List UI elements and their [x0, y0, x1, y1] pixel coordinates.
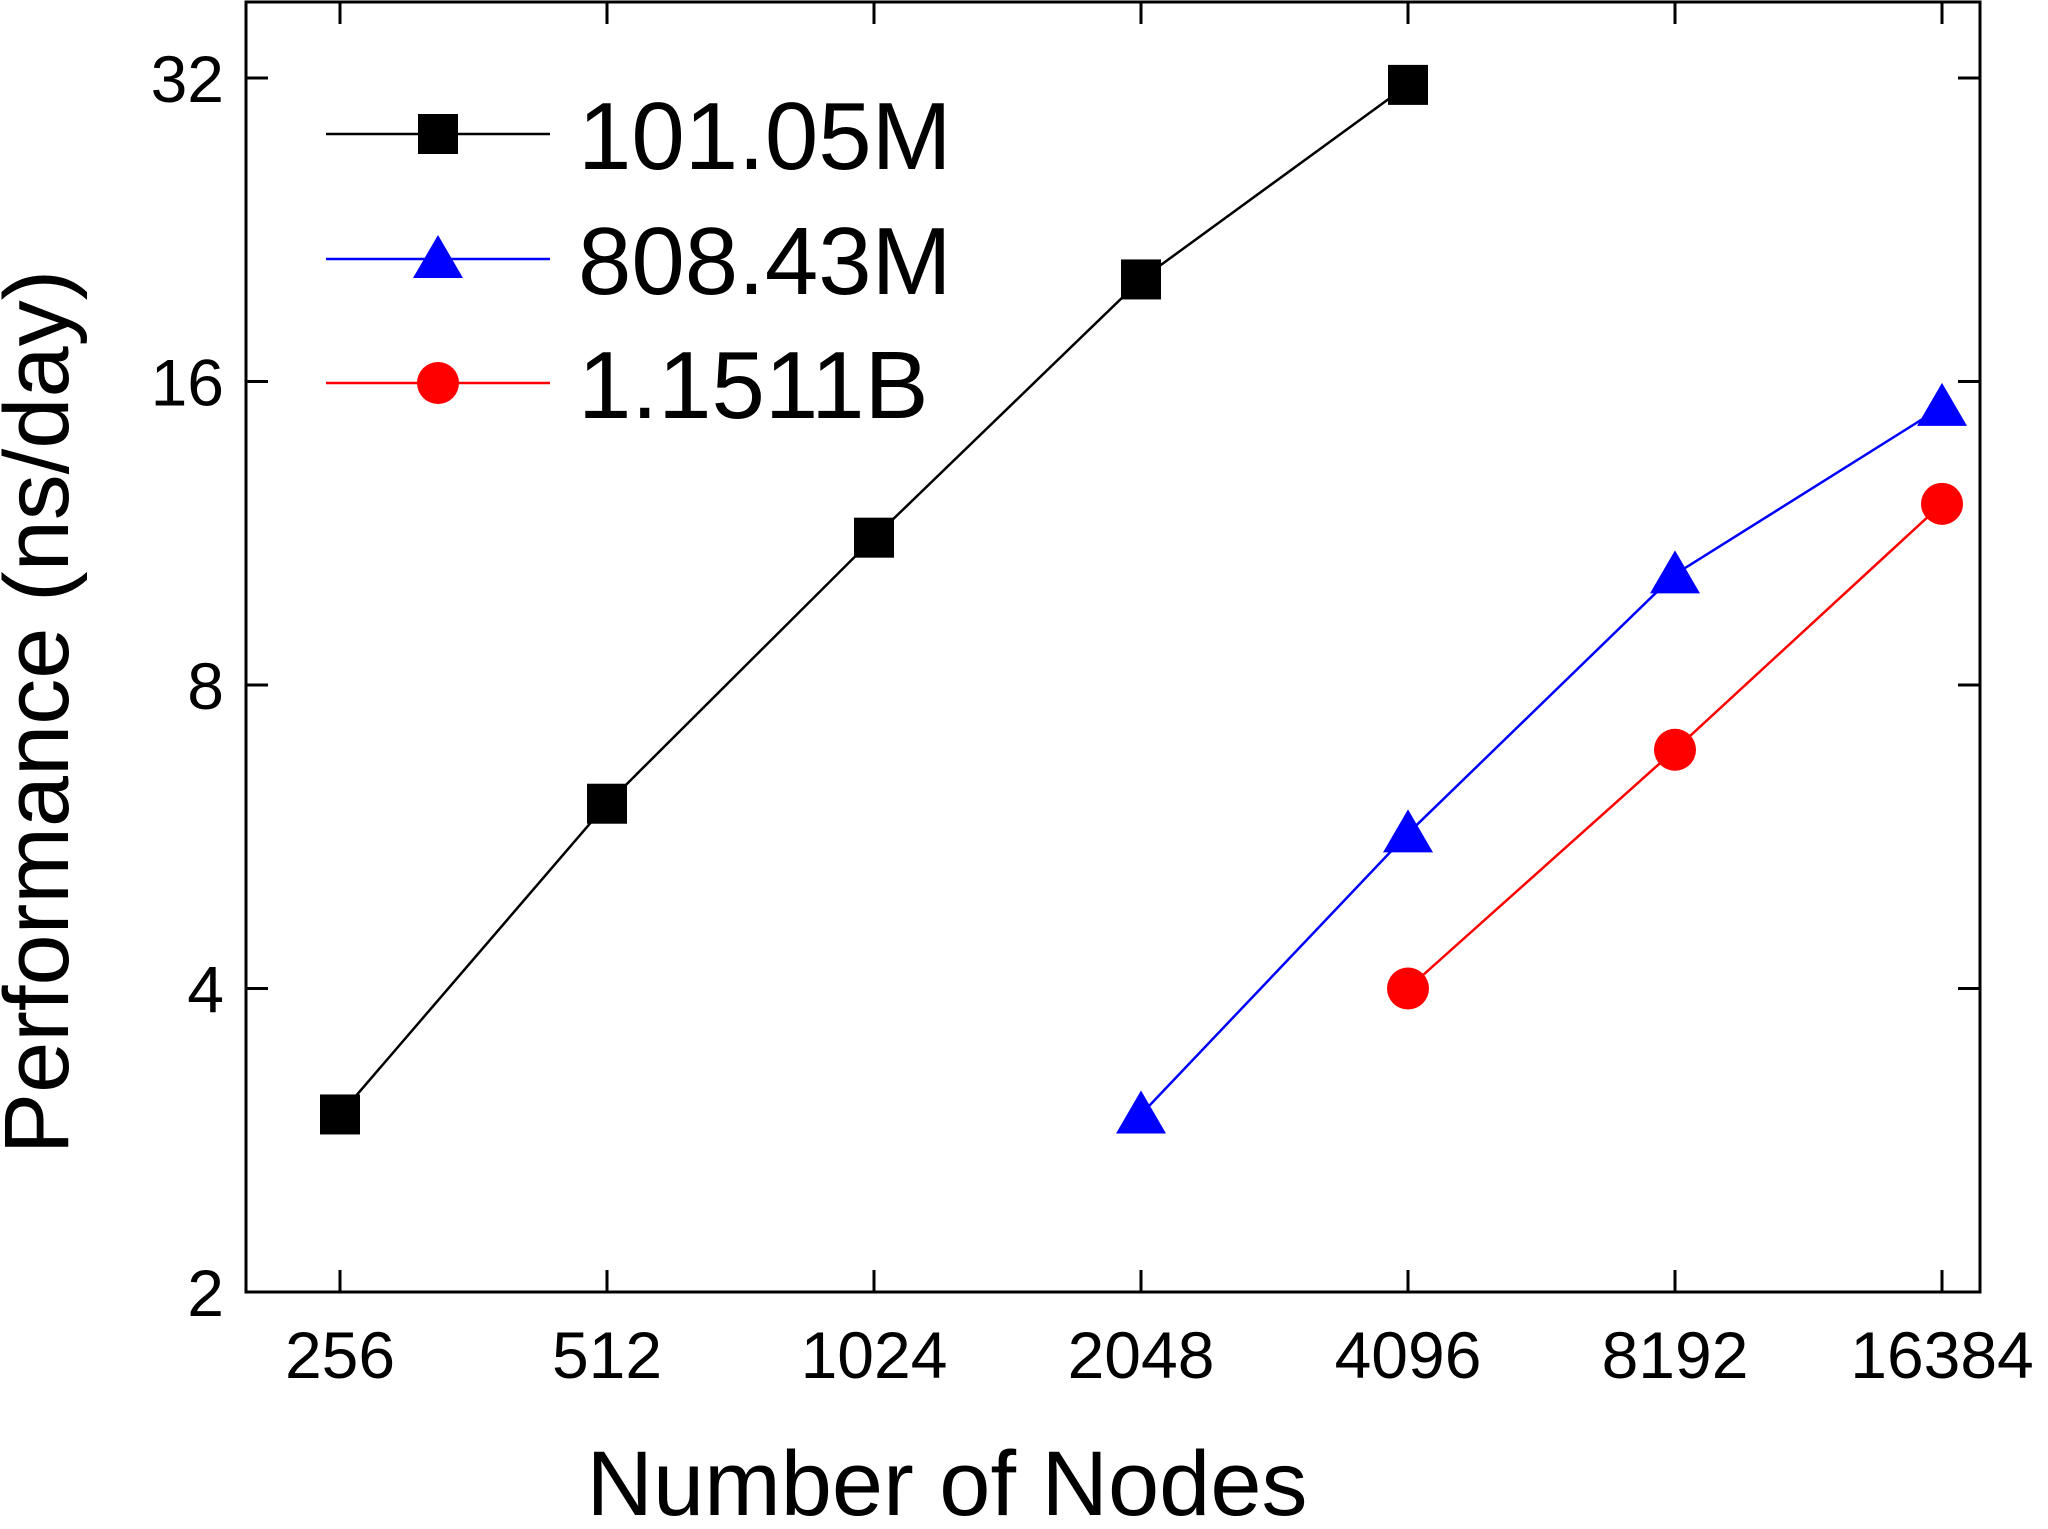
data-point	[1383, 809, 1433, 853]
data-point	[1650, 550, 1700, 594]
series-layer	[320, 64, 1967, 1135]
legend-item: 101.05M	[326, 83, 952, 190]
data-point	[854, 517, 894, 558]
data-point	[1121, 259, 1161, 300]
series-0	[320, 64, 1428, 1135]
data-point	[587, 783, 627, 824]
legend-marker	[418, 114, 458, 154]
series-2	[1387, 482, 1963, 1010]
data-point	[1387, 967, 1429, 1010]
data-point	[1388, 64, 1428, 105]
x-tick-label: 256	[285, 1318, 395, 1392]
x-axis-label: Number of Nodes	[587, 1433, 1308, 1529]
y-tick-label: 2	[187, 1256, 224, 1330]
legend: 101.05M 808.43M 1.1511B	[326, 83, 952, 439]
x-tick-label: 4096	[1335, 1318, 1482, 1392]
legend-item: 1.1511B	[326, 332, 929, 439]
legend-label: 1.1511B	[578, 332, 929, 439]
y-tick-label: 8	[187, 649, 224, 723]
data-point	[1116, 1090, 1166, 1134]
y-tick-label: 32	[151, 42, 224, 116]
data-point	[1654, 728, 1696, 771]
legend-marker	[417, 362, 459, 404]
x-tick-label: 8192	[1602, 1318, 1749, 1392]
x-tick-label: 512	[552, 1318, 662, 1392]
data-point	[1917, 382, 1967, 426]
x-tick-label: 2048	[1068, 1318, 1215, 1392]
data-point	[320, 1094, 360, 1135]
y-axis-ticks: 2 4 8 16 32	[151, 42, 1980, 1330]
legend-label: 808.43M	[578, 208, 952, 315]
y-axis-label: Performance (ns/day)	[0, 270, 88, 1155]
x-tick-label: 1024	[801, 1318, 948, 1392]
y-tick-label: 4	[187, 953, 224, 1027]
legend-label: 101.05M	[578, 83, 952, 190]
x-axis-ticks: 256 512 1024 2048 4096 8192 16384	[285, 2, 2034, 1392]
legend-item: 808.43M	[326, 208, 952, 315]
y-tick-label: 16	[151, 346, 224, 420]
plot-frame	[244, 0, 1982, 1294]
legend-marker	[413, 235, 463, 278]
x-tick-label: 16384	[1850, 1318, 2034, 1392]
data-point	[1921, 482, 1963, 525]
series-1	[1116, 382, 1967, 1134]
series-line	[1140, 405, 1943, 1116]
